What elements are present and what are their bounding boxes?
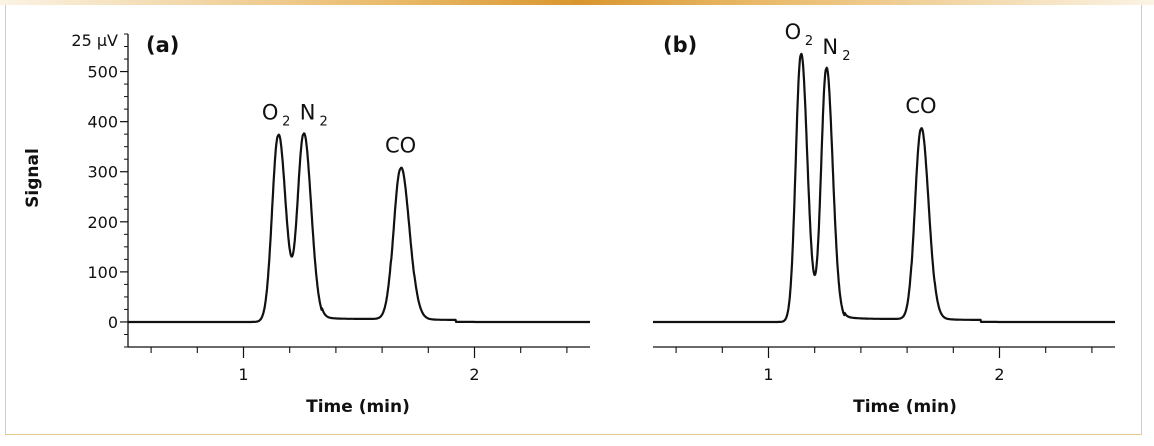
peak-label-o2-b: O bbox=[785, 20, 802, 44]
x-tick-label-b: 2 bbox=[994, 365, 1004, 384]
panel-b: (b) Time (min) 1 2O 2 N 2CO bbox=[652, 20, 1116, 417]
peak-label-o2-a: O bbox=[262, 101, 279, 125]
y-tick-label: 500 bbox=[87, 63, 118, 82]
chromatogram-trace-b bbox=[652, 52, 1116, 324]
x-axis-title-b: Time (min) bbox=[853, 397, 957, 417]
chromatogram-trace-a bbox=[127, 132, 591, 324]
x-tick-label-a: 1 bbox=[238, 365, 248, 384]
y-axis-title: Signal bbox=[23, 148, 43, 208]
panel-label-b: (b) bbox=[663, 33, 697, 57]
peak-label-subscript-a: 2 bbox=[282, 115, 290, 130]
y-top-unit-label: 25 µV bbox=[71, 31, 118, 50]
x-tick-label-a: 2 bbox=[469, 365, 479, 384]
peak-label-subscript-b: 2 bbox=[842, 49, 850, 64]
peak-label-n2-a: N bbox=[300, 101, 316, 125]
panel-a: Signal 25 µV (a) Time (min) 1 2 0 100 200 300… bbox=[23, 31, 591, 417]
y-tick-label: 400 bbox=[87, 113, 118, 132]
x-axis-title-a: Time (min) bbox=[306, 397, 410, 417]
peak-label-co-b: CO bbox=[905, 94, 936, 118]
y-tick-label: 100 bbox=[87, 263, 118, 282]
figure-frame bbox=[5, 5, 1142, 435]
top-accent-bar bbox=[0, 0, 1154, 5]
y-tick-label: 300 bbox=[87, 163, 118, 182]
y-tick-label: 0 bbox=[108, 313, 118, 332]
peak-label-subscript-a: 2 bbox=[320, 115, 328, 130]
peak-label-co-a: CO bbox=[385, 134, 416, 158]
panel-label-a: (a) bbox=[146, 33, 179, 57]
y-tick-label: 200 bbox=[87, 213, 118, 232]
x-tick-label-b: 1 bbox=[763, 365, 773, 384]
peak-label-subscript-b: 2 bbox=[805, 34, 813, 49]
peak-label-n2-b: N bbox=[822, 35, 838, 59]
